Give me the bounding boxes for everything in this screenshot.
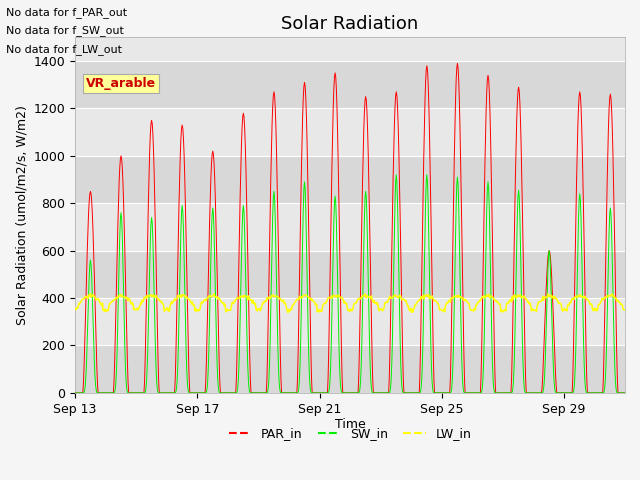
- Title: Solar Radiation: Solar Radiation: [282, 15, 419, 33]
- Bar: [75, 251, 625, 298]
- Bar: [75, 156, 625, 203]
- Text: No data for f_PAR_out: No data for f_PAR_out: [6, 7, 127, 18]
- X-axis label: Time: Time: [335, 419, 365, 432]
- Legend: PAR_in, SW_in, LW_in: PAR_in, SW_in, LW_in: [223, 422, 477, 445]
- Bar: [75, 61, 625, 108]
- Y-axis label: Solar Radiation (umol/m2/s, W/m2): Solar Radiation (umol/m2/s, W/m2): [15, 105, 28, 325]
- Bar: [75, 346, 625, 393]
- Text: VR_arable: VR_arable: [86, 77, 156, 90]
- Text: No data for f_SW_out: No data for f_SW_out: [6, 25, 124, 36]
- Text: No data for f_LW_out: No data for f_LW_out: [6, 44, 122, 55]
